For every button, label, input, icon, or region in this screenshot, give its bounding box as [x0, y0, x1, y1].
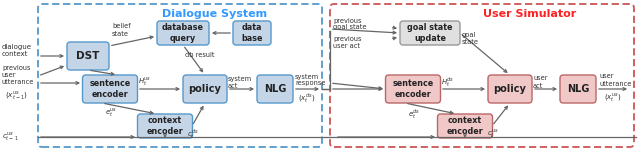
Text: system
act: system act [228, 76, 252, 88]
FancyBboxPatch shape [183, 75, 227, 103]
Text: context
encoder: context encoder [447, 116, 483, 136]
FancyBboxPatch shape [257, 75, 293, 103]
FancyBboxPatch shape [83, 75, 138, 103]
Text: $(x_t^{us})$: $(x_t^{us})$ [604, 92, 621, 104]
FancyBboxPatch shape [385, 75, 440, 103]
Text: User Simulator: User Simulator [483, 9, 577, 19]
Text: goal state
update: goal state update [407, 23, 452, 43]
Text: policy: policy [189, 84, 221, 94]
Text: NLG: NLG [567, 84, 589, 94]
FancyBboxPatch shape [157, 21, 209, 45]
FancyBboxPatch shape [438, 114, 493, 138]
Text: db result: db result [185, 52, 214, 58]
Text: database
query: database query [162, 23, 204, 43]
Text: sentence
encoder: sentence encoder [90, 79, 131, 99]
Text: belief
state: belief state [112, 24, 131, 37]
Text: system
response: system response [295, 74, 326, 87]
Text: user
act: user act [533, 76, 547, 88]
FancyBboxPatch shape [560, 75, 596, 103]
Text: $(x_t^{ds})$: $(x_t^{ds})$ [298, 91, 316, 105]
Text: dialogue
context: dialogue context [2, 45, 32, 58]
FancyBboxPatch shape [67, 42, 109, 70]
FancyBboxPatch shape [488, 75, 532, 103]
Text: $c_t^{ds}$: $c_t^{ds}$ [187, 127, 199, 141]
Text: $e_t^{ds}$: $e_t^{ds}$ [408, 107, 420, 120]
Text: previous
user
utterance: previous user utterance [2, 65, 35, 85]
Text: previous
user act: previous user act [333, 37, 362, 50]
Text: $c_{t-1}^{us}$: $c_{t-1}^{us}$ [2, 131, 19, 143]
Text: sentence
encoder: sentence encoder [392, 79, 434, 99]
Text: Dialogue System: Dialogue System [163, 9, 268, 19]
Text: data
base: data base [241, 23, 263, 43]
Text: policy: policy [493, 84, 527, 94]
Text: goal
state: goal state [462, 32, 479, 45]
Text: $H_t^{ds}$: $H_t^{ds}$ [441, 75, 454, 89]
Text: NLG: NLG [264, 84, 286, 94]
Text: $H_t^{us}$: $H_t^{us}$ [138, 76, 151, 88]
FancyBboxPatch shape [138, 114, 193, 138]
Text: $c_t^{us}$: $c_t^{us}$ [487, 128, 499, 140]
Text: DST: DST [76, 51, 100, 61]
Text: $e_t^{us}$: $e_t^{us}$ [105, 107, 117, 119]
FancyBboxPatch shape [233, 21, 271, 45]
Text: $(x_{t-1}^{us})$: $(x_{t-1}^{us})$ [5, 90, 28, 102]
Text: context
encoder: context encoder [147, 116, 184, 136]
Text: previous
goal state: previous goal state [333, 18, 367, 31]
FancyBboxPatch shape [400, 21, 460, 45]
Text: user
utterance: user utterance [600, 74, 632, 87]
